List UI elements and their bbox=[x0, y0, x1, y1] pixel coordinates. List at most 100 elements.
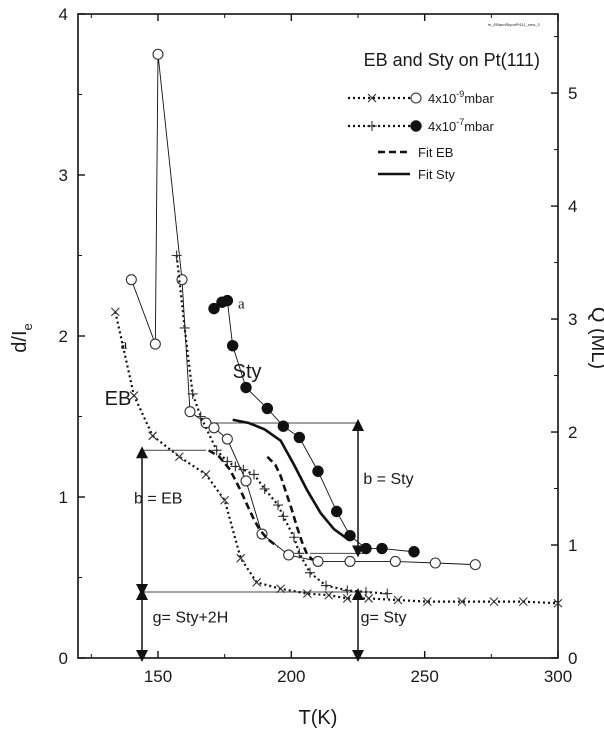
cross-marker bbox=[393, 595, 403, 605]
y-right-tick-label: 2 bbox=[568, 423, 577, 442]
filled-circle-marker bbox=[360, 542, 372, 555]
series-line bbox=[130, 54, 476, 566]
legend-label-unit: mbar bbox=[464, 91, 494, 106]
series-layer bbox=[110, 48, 563, 608]
file-tag: m_EBandStyonPt111_new_2 bbox=[488, 22, 540, 27]
plus-marker bbox=[367, 121, 377, 131]
plus-marker bbox=[278, 511, 289, 522]
filled-circle-marker bbox=[376, 542, 388, 555]
y-right-tick-label: 4 bbox=[568, 197, 577, 216]
legend-label: 4x10-9mbar bbox=[428, 89, 495, 106]
y-left-tick-label: 0 bbox=[59, 649, 68, 668]
legend-item: 4x10-9mbar bbox=[348, 89, 495, 106]
cross-marker bbox=[422, 597, 432, 607]
filled-circle-marker bbox=[408, 546, 420, 558]
cross-marker bbox=[236, 553, 246, 563]
series-line bbox=[266, 455, 314, 561]
legend-item: Fit Sty bbox=[378, 167, 455, 182]
legend-label: Fit EB bbox=[418, 145, 453, 160]
plus-marker bbox=[187, 388, 198, 399]
plus-marker bbox=[342, 585, 353, 596]
series-line bbox=[213, 299, 415, 553]
y-axis-left-subscript: e bbox=[20, 323, 35, 330]
filled-circle-marker bbox=[312, 465, 324, 477]
y-left-tick-label: 4 bbox=[59, 5, 68, 24]
legend-item: Fit EB bbox=[378, 145, 453, 160]
y-right-tick-label: 0 bbox=[568, 649, 577, 668]
svg-text:d/Ie: d/Ie bbox=[9, 323, 35, 352]
x-tick-label: 250 bbox=[410, 667, 438, 686]
plus-marker bbox=[211, 445, 222, 456]
filled-circle-marker bbox=[277, 420, 290, 432]
plus-marker bbox=[305, 567, 315, 578]
open-circle-marker bbox=[149, 338, 161, 350]
cross-marker bbox=[302, 589, 312, 598]
annotation-label: g= Sty+2H bbox=[153, 610, 229, 627]
y-left-tick-label: 1 bbox=[59, 488, 68, 507]
x-tick-label: 150 bbox=[144, 667, 172, 686]
x-axis-title: T(K) bbox=[299, 707, 338, 729]
annotation-label: g= Sty bbox=[361, 610, 407, 627]
plus-marker bbox=[249, 469, 259, 480]
y-left-tick-label: 3 bbox=[59, 166, 68, 185]
plus-marker bbox=[321, 580, 331, 591]
legend-label-unit: mbar bbox=[464, 119, 494, 134]
legend-label-exponent: -7 bbox=[456, 117, 464, 127]
plus-marker bbox=[382, 588, 393, 599]
cross-marker bbox=[110, 307, 120, 317]
legend-label-exponent: -9 bbox=[456, 89, 464, 99]
reference-lines bbox=[136, 418, 369, 662]
cross-marker bbox=[129, 391, 139, 400]
open-circle-marker bbox=[208, 422, 220, 434]
cross-marker bbox=[148, 431, 158, 441]
annotation-label: b = EB bbox=[134, 490, 182, 507]
legend-label: Fit Sty bbox=[418, 167, 455, 182]
filled-circle-marker bbox=[240, 381, 252, 394]
plus-marker bbox=[238, 464, 249, 475]
cross-marker bbox=[518, 597, 528, 607]
plus-marker bbox=[179, 322, 190, 333]
cross-marker bbox=[342, 594, 352, 603]
plus-marker bbox=[259, 483, 270, 494]
annotation-label: b = Sty bbox=[363, 471, 413, 488]
legend-label-base: 4x10 bbox=[428, 119, 456, 134]
x-tick-label: 200 bbox=[277, 667, 305, 686]
cross-marker bbox=[252, 577, 262, 587]
y-right-tick-label: 5 bbox=[568, 84, 577, 103]
annotation-label: a bbox=[238, 297, 245, 313]
open-circle-marker bbox=[283, 549, 295, 561]
filled-circle-marker bbox=[410, 120, 422, 132]
plus-marker bbox=[294, 548, 305, 559]
series-line bbox=[114, 311, 559, 605]
plus-marker bbox=[361, 586, 371, 597]
annotation-label: a bbox=[121, 337, 128, 353]
filled-circle-marker bbox=[208, 302, 220, 315]
open-circle-marker bbox=[152, 48, 164, 60]
open-circle-marker bbox=[429, 557, 441, 569]
series-line bbox=[232, 418, 349, 540]
cross-marker bbox=[367, 93, 377, 103]
annotation-label: EB bbox=[105, 388, 132, 410]
open-circle-marker bbox=[125, 274, 137, 286]
open-circle-marker bbox=[240, 475, 252, 487]
y-right-tick-label: 3 bbox=[568, 310, 577, 329]
filled-circle-marker bbox=[261, 402, 274, 415]
plus-marker bbox=[171, 250, 182, 261]
annotation-label: Sty bbox=[233, 361, 262, 383]
legend-label-base: 4x10 bbox=[428, 91, 456, 106]
y-axis-left-title: d/Ie bbox=[9, 323, 35, 352]
x-tick-label: 300 bbox=[544, 667, 572, 686]
legend-label: 4x10-7mbar bbox=[428, 117, 495, 134]
annotations: EB Sty a a b = EB b = Sty g= Sty+2H g= Sty bbox=[105, 297, 414, 627]
cross-marker bbox=[489, 597, 499, 607]
cross-marker bbox=[276, 584, 286, 594]
filled-circle-marker bbox=[293, 431, 306, 444]
open-circle-marker bbox=[184, 406, 196, 418]
legend-item: 4x10-7mbar bbox=[348, 117, 495, 134]
plus-marker bbox=[289, 532, 299, 543]
cross-marker bbox=[324, 590, 334, 600]
y-axis-left-label: d/I bbox=[9, 330, 31, 352]
y-right-tick-label: 1 bbox=[568, 536, 577, 555]
